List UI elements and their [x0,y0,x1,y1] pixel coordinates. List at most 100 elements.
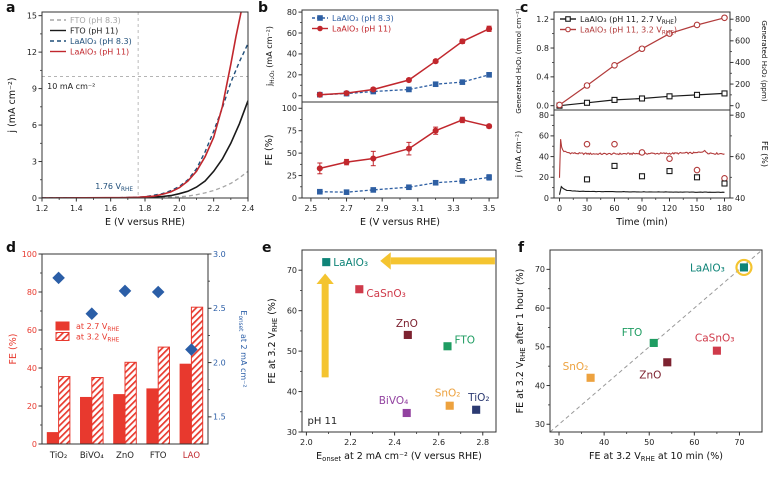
svg-text:90: 90 [637,204,647,213]
svg-text:400: 400 [735,58,750,67]
svg-text:LaAlO₃: LaAlO₃ [333,257,368,269]
panel-e: e LaAlO₃ CaSnO₃ ZnO FTO BiVO₄ SnO₂ TiO₂ pH 11 2.… [258,240,504,478]
svg-text:FTO (pH 8.3): FTO (pH 8.3) [70,16,121,25]
svg-text:40: 40 [287,50,297,59]
svg-text:E (V versus RHE): E (V versus RHE) [360,217,440,228]
svg-text:0.0: 0.0 [536,101,549,110]
svg-text:6: 6 [32,121,37,130]
svg-text:3.1: 3.1 [411,204,424,213]
panel-d: d 0 20 40 60 80 100 1.5 2.0 2.5 3.0 TiO₂ BiVO₄ ZnO FT… [2,240,258,478]
svg-text:0: 0 [557,204,562,213]
svg-text:2.6: 2.6 [432,438,445,447]
svg-text:LaAlO₃ (pH 11): LaAlO₃ (pH 11) [70,47,129,56]
panel-e-chart: LaAlO₃ CaSnO₃ ZnO FTO BiVO₄ SnO₂ TiO₂ pH 11 2.0 2… [267,249,497,463]
panel-c: c 0.0 0.4 0.8 1.2 0 200 400 600 800 Generated H₂O… [506,0,778,238]
panel-d-chart: 0 20 40 60 80 100 1.5 2.0 2.5 3.0 TiO₂ BiVO₄ ZnO FTO L… [8,250,248,461]
svg-text:80: 80 [735,111,745,120]
svg-text:60: 60 [539,132,549,141]
svg-text:2.4: 2.4 [388,438,401,447]
svg-text:Eonset at 2 mA cm⁻²: Eonset at 2 mA cm⁻² [237,310,248,387]
panel-f: f SnO₂ FTO ZnO CaSnO₃ LaAlO₃ 30 40 50 60 70 30 40 50… [504,240,776,478]
svg-text:25: 25 [287,171,297,180]
svg-text:0.4: 0.4 [536,73,549,82]
svg-text:LaAlO₃ (pH 11, 2.7 VRHE): LaAlO₃ (pH 11, 2.7 VRHE) [580,15,677,26]
svg-text:3: 3 [32,157,37,166]
svg-text:0.8: 0.8 [536,44,549,53]
svg-text:FE (%): FE (%) [264,135,275,166]
svg-text:Generated H₂O₂ (ppm): Generated H₂O₂ (ppm) [760,20,769,101]
svg-text:30: 30 [582,204,592,213]
svg-text:2.0: 2.0 [300,438,313,447]
svg-text:FE (%): FE (%) [8,334,19,365]
svg-text:50: 50 [535,343,545,352]
svg-text:ZnO: ZnO [116,451,134,461]
svg-text:800: 800 [735,15,750,24]
svg-text:3.5: 3.5 [483,204,496,213]
svg-text:2.7: 2.7 [340,204,353,213]
svg-text:50: 50 [287,347,297,356]
svg-text:LaAlO₃ (pH 8.3): LaAlO₃ (pH 8.3) [332,14,394,23]
panel-a-letter: a [6,0,16,16]
svg-text:20: 20 [27,402,37,411]
svg-text:LaAlO₃: LaAlO₃ [690,262,725,274]
svg-text:3.3: 3.3 [447,204,460,213]
svg-text:1.4: 1.4 [70,204,83,213]
panel-f-chart: SnO₂ FTO ZnO CaSnO₃ LaAlO₃ 30 40 50 60 70 30 40 50 60… [515,249,763,463]
svg-text:70: 70 [535,265,545,274]
svg-text:30: 30 [535,420,545,429]
svg-text:2.5: 2.5 [213,304,226,313]
svg-text:80: 80 [27,288,37,297]
panel-a: a 10 mA cm⁻² 1.76 VRHE 1.2 1.4 1.6 1.8 2.0 2.2 2… [2,0,254,238]
svg-text:j (mA cm⁻²): j (mA cm⁻²) [7,77,18,133]
svg-text:30: 30 [554,438,564,447]
svg-text:SnO₂: SnO₂ [563,361,589,373]
panel-b: b 0 20 40 60 80 jH₂O₂ (mA cm⁻²) LaAlO₃ (pH 8.3… [254,0,506,238]
svg-text:40: 40 [599,438,609,447]
svg-text:LaAlO₃ (pH 11): LaAlO₃ (pH 11) [332,24,391,33]
svg-text:at 2.7 VRHE: at 2.7 VRHE [76,322,120,333]
panel-b-letter: b [258,0,269,16]
svg-text:40: 40 [535,381,545,390]
svg-text:70: 70 [734,438,744,447]
svg-text:E (V versus RHE): E (V versus RHE) [105,217,185,228]
svg-text:60: 60 [689,438,699,447]
svg-text:Eonset at 2 mA cm⁻² (V versus: Eonset at 2 mA cm⁻² (V versus RHE) [316,451,482,463]
svg-text:9: 9 [32,84,37,93]
svg-text:LaAlO₃ (pH 11, 3.2 VRHE): LaAlO₃ (pH 11, 3.2 VRHE) [580,25,677,36]
panel-b-chart: 0 20 40 60 80 jH₂O₂ (mA cm⁻²) LaAlO₃ (pH 8.3)L… [264,8,499,228]
svg-text:2.4: 2.4 [242,204,254,213]
svg-text:FTO: FTO [622,327,643,339]
svg-text:SnO₂: SnO₂ [435,388,461,400]
panel-e-letter: e [262,240,272,256]
svg-text:2.2: 2.2 [344,438,357,447]
svg-text:2.0: 2.0 [173,204,186,213]
svg-text:50: 50 [644,438,654,447]
svg-text:70: 70 [287,266,297,275]
svg-text:2.2: 2.2 [207,204,220,213]
svg-text:2.8: 2.8 [476,438,489,447]
svg-text:0: 0 [292,194,297,203]
svg-text:50: 50 [287,149,297,158]
svg-text:FTO (pH 11): FTO (pH 11) [70,26,118,35]
svg-text:100: 100 [282,104,297,113]
svg-text:60: 60 [735,152,745,161]
svg-text:80: 80 [287,8,297,17]
svg-text:75: 75 [287,127,297,136]
svg-text:2.0: 2.0 [213,358,226,367]
svg-text:pH 11: pH 11 [308,416,338,427]
svg-text:1.8: 1.8 [139,204,152,213]
svg-text:j (mA cm⁻²): j (mA cm⁻²) [514,131,523,178]
svg-text:40: 40 [27,364,37,373]
svg-text:TiO₂: TiO₂ [49,451,67,461]
svg-text:10 mA cm⁻²: 10 mA cm⁻² [47,82,95,91]
svg-text:40: 40 [539,152,549,161]
svg-text:0: 0 [735,101,740,110]
svg-text:20: 20 [287,71,297,80]
svg-text:FE at 3.2 VRHE (%): FE at 3.2 VRHE (%) [267,298,279,383]
svg-text:Generated H₂O₂ (mmol cm⁻²): Generated H₂O₂ (mmol cm⁻²) [514,8,523,114]
svg-text:1.2: 1.2 [536,15,549,24]
svg-text:ZnO: ZnO [639,369,661,381]
svg-text:FE (%): FE (%) [760,141,769,167]
